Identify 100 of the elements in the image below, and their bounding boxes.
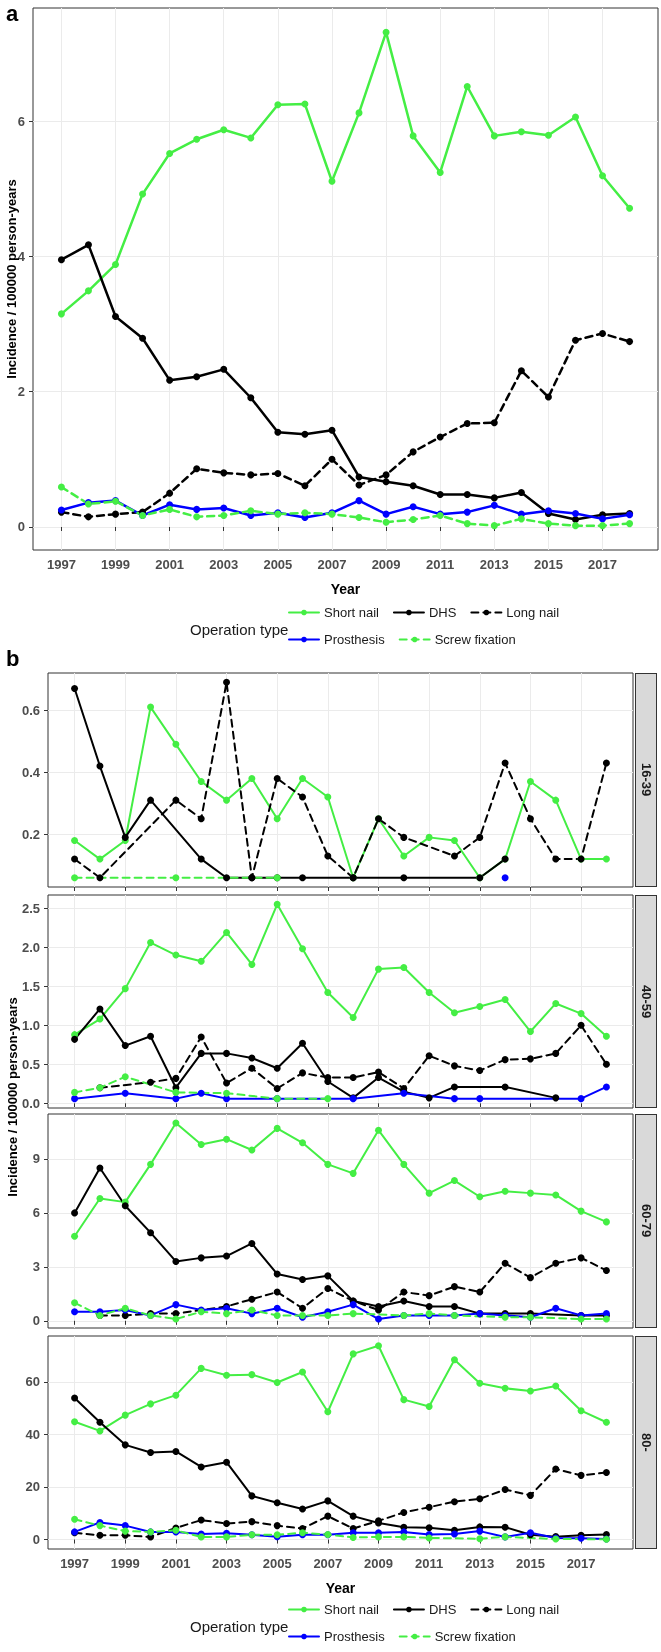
point <box>71 1088 79 1096</box>
point <box>324 852 332 860</box>
point <box>248 1064 256 1072</box>
point <box>577 1010 585 1018</box>
point <box>626 338 634 346</box>
point <box>247 394 255 402</box>
point <box>172 740 180 748</box>
point <box>172 1447 180 1455</box>
point <box>355 497 363 505</box>
x-tick-label: 2013 <box>465 1556 495 1571</box>
point <box>139 334 147 342</box>
point <box>552 1094 560 1102</box>
point <box>602 1468 610 1476</box>
point <box>626 520 634 528</box>
legend-label: Long nail <box>506 1602 560 1617</box>
point <box>273 1270 281 1278</box>
point <box>599 515 607 523</box>
y-tick-label: 40 <box>25 1426 40 1442</box>
point <box>71 1095 79 1103</box>
point <box>425 1503 433 1511</box>
point <box>552 1382 560 1390</box>
point <box>349 1512 357 1520</box>
point <box>248 1054 256 1062</box>
point <box>248 1492 256 1500</box>
point <box>328 177 336 185</box>
point <box>450 1095 458 1103</box>
y-tick-label: 0.2 <box>21 826 40 842</box>
x-tick-label: 2005 <box>262 1556 292 1571</box>
y-tick-label: 0 <box>17 519 25 535</box>
point <box>301 482 309 490</box>
point <box>273 1379 281 1387</box>
point <box>197 1033 205 1041</box>
point <box>501 1523 509 1531</box>
point <box>248 1239 256 1247</box>
point <box>223 1049 231 1057</box>
point <box>571 509 579 517</box>
point <box>400 1396 408 1404</box>
point <box>71 874 79 882</box>
point <box>172 1095 180 1103</box>
point <box>299 793 307 801</box>
legend-label: Prosthesis <box>324 1629 386 1644</box>
point <box>71 1394 79 1402</box>
point <box>223 1252 231 1260</box>
point <box>147 1160 155 1168</box>
point <box>476 1527 484 1535</box>
point <box>602 1032 610 1040</box>
point <box>248 774 256 782</box>
x-tick-label: 2005 <box>263 557 293 572</box>
point <box>490 494 498 502</box>
point <box>299 1275 307 1283</box>
point <box>220 126 228 134</box>
point <box>349 1169 357 1177</box>
point <box>197 957 205 965</box>
point <box>374 1068 382 1076</box>
point <box>299 874 307 882</box>
point <box>247 471 255 479</box>
point <box>193 465 201 473</box>
point <box>425 1292 433 1300</box>
point <box>450 1283 458 1291</box>
x-axis-title: Year <box>325 1580 356 1596</box>
chart-title: a <box>6 0 19 26</box>
point <box>425 1402 433 1410</box>
point <box>274 470 282 478</box>
point <box>425 1302 433 1310</box>
point <box>121 1527 129 1535</box>
x-tick-label: 2015 <box>533 557 563 572</box>
point <box>501 1384 509 1392</box>
point <box>577 1021 585 1029</box>
x-tick-label: 2007 <box>317 557 347 572</box>
point <box>409 482 417 490</box>
point <box>476 1288 484 1296</box>
point <box>96 1195 104 1203</box>
point <box>112 313 120 321</box>
x-tick-label: 2017 <box>566 1556 596 1571</box>
text: 80- <box>635 1336 657 1549</box>
point <box>273 1304 281 1312</box>
y-tick-label: 2 <box>17 384 25 400</box>
point <box>400 1160 408 1168</box>
point <box>147 703 155 711</box>
point <box>324 1408 332 1416</box>
point <box>349 1074 357 1082</box>
point <box>571 522 579 530</box>
point <box>328 426 336 434</box>
point <box>197 855 205 863</box>
point <box>463 82 471 90</box>
point <box>223 678 231 686</box>
legend-title: Operation type <box>190 1618 289 1635</box>
point <box>476 1193 484 1201</box>
point <box>526 1028 534 1036</box>
point <box>476 1067 484 1075</box>
point <box>324 1512 332 1520</box>
point <box>71 1209 79 1217</box>
point <box>273 815 281 823</box>
legend-label: DHS <box>428 1602 457 1617</box>
point <box>147 1448 155 1456</box>
point <box>193 513 201 521</box>
point <box>324 793 332 801</box>
x-tick-label: 1999 <box>101 557 130 572</box>
y-axis-title: Incidence / 100000 person-years <box>4 997 20 1197</box>
point <box>571 113 579 121</box>
